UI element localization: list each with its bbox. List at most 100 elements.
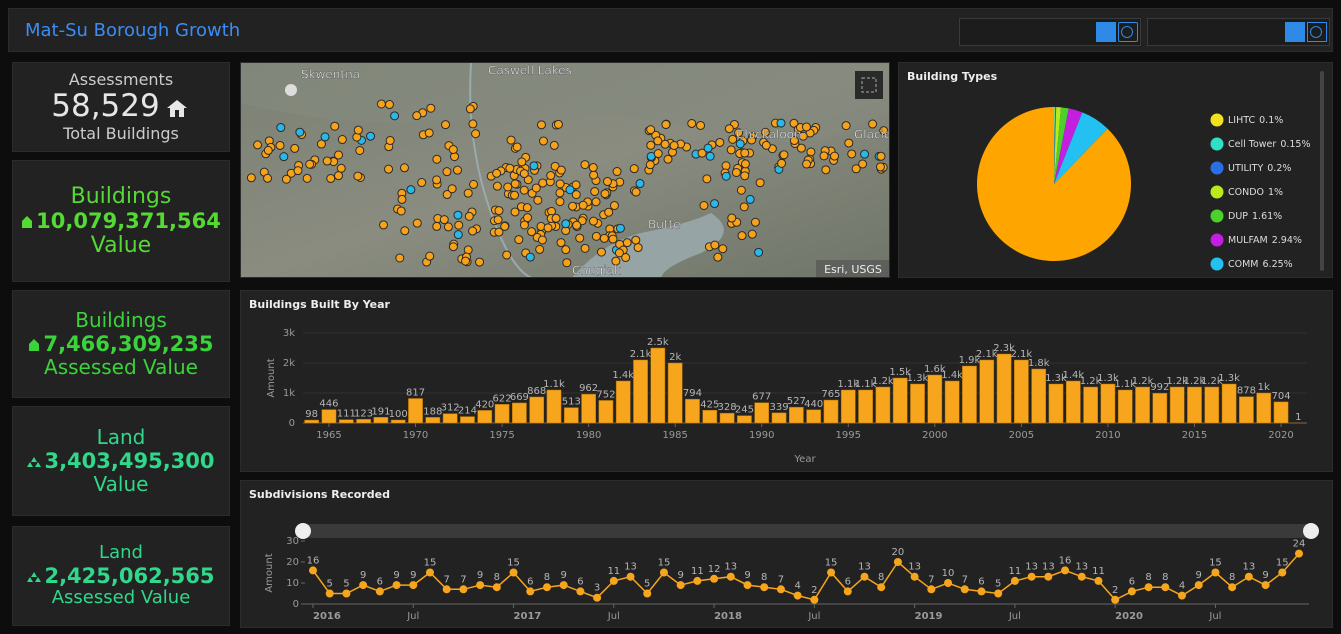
map-expand-button[interactable]	[855, 71, 883, 99]
map-point	[466, 105, 474, 113]
bar	[910, 384, 924, 423]
data-label: 11	[1092, 566, 1105, 577]
data-point	[844, 587, 852, 595]
data-label: 4	[1179, 581, 1185, 592]
data-label: 5	[644, 579, 650, 590]
data-label: 513	[562, 397, 581, 408]
data-label: 1.8k	[1028, 358, 1050, 369]
map-point	[741, 172, 749, 180]
data-point	[309, 566, 317, 574]
map-point	[579, 201, 587, 209]
map-point	[518, 158, 526, 166]
x-tick-label: 2019	[915, 611, 943, 622]
map-point	[820, 152, 828, 160]
data-label: 5	[327, 579, 333, 590]
map-point	[264, 146, 272, 154]
map-point	[600, 234, 608, 242]
map-point	[335, 172, 343, 180]
x-tick-label: 2017	[514, 611, 542, 622]
map-point	[703, 175, 711, 183]
map-point	[530, 162, 538, 170]
data-label: 7	[928, 574, 934, 585]
map-point	[296, 128, 304, 136]
bar	[772, 413, 786, 423]
indicator-value: 58,529	[51, 89, 190, 125]
map-point	[630, 165, 638, 173]
map-point	[581, 161, 589, 169]
data-label: 817	[406, 387, 425, 398]
land-icon	[27, 456, 41, 468]
map-point	[354, 126, 362, 134]
legend-swatch	[1211, 138, 1224, 151]
line-panel: Subdivisions Recorded01020302016Jul2017J…	[240, 480, 1333, 628]
data-label: 20	[892, 547, 905, 558]
legend-value: 2.94%	[1272, 235, 1302, 246]
map-point	[413, 219, 421, 227]
indicator-card: Land 2,425,062,565 Assessed Value	[12, 526, 230, 626]
data-label: 16	[307, 555, 320, 566]
map-point	[526, 253, 534, 261]
map-point	[859, 160, 867, 168]
calendar-button[interactable]	[1096, 22, 1116, 42]
legend-swatch	[1211, 162, 1224, 175]
data-label: 10	[942, 568, 955, 579]
data-label: 878	[1237, 386, 1256, 397]
data-point	[777, 585, 785, 593]
bar	[322, 410, 336, 423]
indicator-label: Assessed Value	[44, 356, 198, 379]
map-point	[589, 217, 597, 225]
indicator-card: Buildings 7,466,309,235 Assessed Value	[12, 290, 230, 398]
date-input[interactable]	[959, 18, 1141, 46]
map-point	[511, 191, 519, 199]
map-point	[610, 201, 618, 209]
slider-handle[interactable]	[1303, 523, 1319, 539]
calendar-button[interactable]	[1285, 22, 1305, 42]
map-point	[719, 245, 727, 253]
map-point	[822, 166, 830, 174]
map-point	[746, 195, 754, 203]
data-point	[994, 590, 1002, 598]
data-label: 6	[978, 576, 984, 587]
map-point	[464, 189, 472, 197]
legend-value: 0.15%	[1280, 139, 1310, 150]
clock-button[interactable]	[1307, 22, 1327, 42]
map-point	[842, 122, 850, 130]
map-point	[506, 164, 514, 172]
map-point	[449, 243, 457, 251]
map-point	[280, 153, 288, 161]
y-tick-label: 20	[286, 557, 299, 568]
data-label: 9	[744, 570, 750, 581]
data-label: 13	[1242, 562, 1255, 573]
map-point	[425, 129, 433, 137]
clock-icon	[1310, 26, 1322, 38]
x-tick-label: 2020	[1268, 430, 1293, 441]
clock-button[interactable]	[1118, 22, 1138, 42]
data-label: 1.4k	[941, 370, 963, 381]
legend-label: UTILITY	[1228, 163, 1263, 174]
legend-label: COMM	[1228, 259, 1259, 270]
data-point	[593, 594, 601, 602]
data-label: 13	[858, 562, 871, 573]
map-point	[520, 170, 528, 178]
bar	[305, 420, 319, 423]
data-label: 328	[718, 402, 737, 413]
indicator-number: 10,079,371,564	[36, 209, 221, 233]
dashboard: Mat-Su Borough Growth Assessments 58,529…	[0, 0, 1341, 634]
date-input[interactable]	[1147, 18, 1330, 46]
indicator-card: Land 3,403,495,300 Value	[12, 406, 230, 516]
data-label: 7	[444, 574, 450, 585]
bar	[1032, 369, 1046, 423]
map-point	[727, 146, 735, 154]
map-point	[511, 180, 519, 188]
map-point	[861, 150, 869, 158]
data-point	[1295, 550, 1303, 558]
y-tick-label: 2k	[283, 358, 295, 369]
bar	[530, 397, 544, 423]
data-label: 100	[389, 409, 408, 420]
map-point	[276, 141, 284, 149]
data-label: 11	[1009, 566, 1022, 577]
bar	[1205, 387, 1219, 423]
